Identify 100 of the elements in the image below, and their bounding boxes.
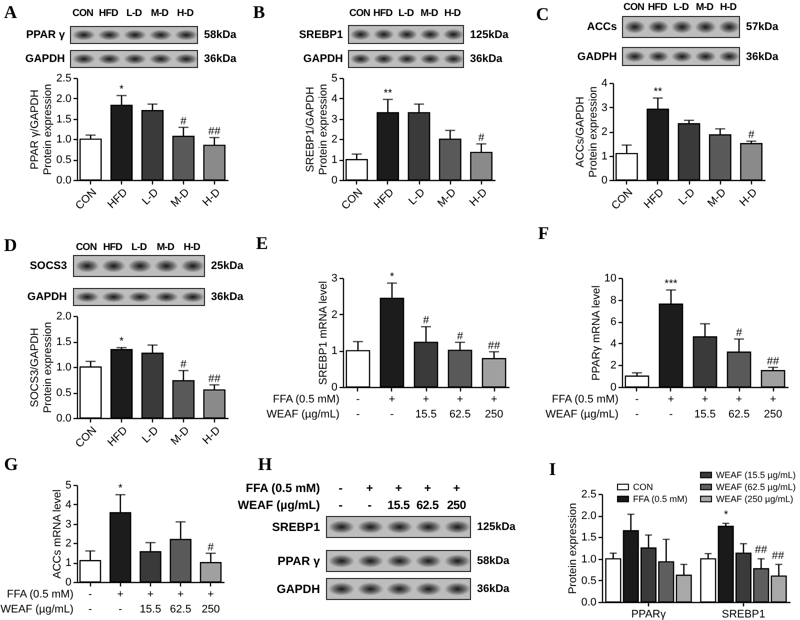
legend-label: FFA (0.5 mM) <box>633 494 688 504</box>
annotation: * <box>119 336 124 348</box>
x-tick-label: - - <box>88 588 92 616</box>
x-axis-title: FFA (0.5 mM) WEAF (µg/mL) <box>546 394 618 420</box>
x-tick-label: L-D <box>140 186 162 208</box>
y-tick-label: 4 <box>65 498 72 511</box>
category-label: HFD <box>373 8 392 20</box>
category-label: HFD <box>648 2 667 14</box>
x-tick-label: + 62.5 <box>728 394 750 420</box>
x-tick-label: + 250 <box>484 394 504 420</box>
category-label: CON <box>76 242 97 254</box>
y-axis-title: PPARγ mRNA level <box>590 285 602 381</box>
y-tick-label: 0.5 <box>56 154 72 166</box>
annotation: ## <box>488 340 502 352</box>
y-tick-label: 2.0 <box>56 310 72 322</box>
annotation: * <box>390 271 395 284</box>
annotation: # <box>456 330 464 342</box>
y-tick-label: 1.0 <box>56 362 72 374</box>
y-tick-label: 2.0 <box>581 510 596 522</box>
category-label: M-D <box>420 8 438 20</box>
y-axis-title: Protein expression <box>567 502 580 594</box>
y-tick-label: 3 <box>331 113 338 126</box>
x-tick-label: PPARγ <box>631 608 666 620</box>
annotation: ** <box>654 86 663 98</box>
x-tick-label: + 15.5 <box>140 588 162 616</box>
y-tick-label: 2 <box>331 134 338 146</box>
category-label: + - <box>366 480 373 514</box>
category-label: 36kDa <box>211 291 244 303</box>
x-tick-label: M-D <box>705 186 729 210</box>
y-tick-label: 2 <box>601 126 608 138</box>
y-tick-label: 2.5 <box>581 488 596 500</box>
category-label: H-D <box>720 2 736 14</box>
y-tick-label: 0 <box>331 174 338 186</box>
category-label: GADPH <box>577 50 617 62</box>
y-tick-label: 0.0 <box>56 412 72 424</box>
category-label: SOCS3 <box>30 260 67 272</box>
x-tick-label: SREBP1 <box>722 608 766 620</box>
category-label: CON <box>623 2 644 14</box>
y-axis-title: ACCs/GAPDH Protein expression <box>574 86 600 178</box>
x-tick-label: H-D <box>200 186 223 209</box>
chart-title: E <box>256 233 268 253</box>
text: C <box>536 4 549 24</box>
category-label: + 62.5 <box>416 480 439 514</box>
y-tick-label: 1 <box>331 154 338 166</box>
category-label: 57kDa <box>746 21 778 33</box>
legend-label: WEAF (15.5 µg/mL) <box>716 470 796 480</box>
category-label: GAPDH <box>303 53 343 65</box>
y-tick-label: 3 <box>331 272 338 284</box>
category-label: 36kDa <box>477 583 510 595</box>
category-label: H-D <box>184 242 200 254</box>
annotation: # <box>748 129 756 142</box>
y-tick-label: 5 <box>331 72 338 84</box>
text: D <box>4 235 17 255</box>
category-label: L-D <box>131 242 147 254</box>
y-tick-label: 1.5 <box>581 532 596 544</box>
y-tick-label: 3 <box>601 102 608 114</box>
category-label: M-D <box>150 8 168 20</box>
y-axis-title: SOCS3/GAPDH Protein expression <box>29 322 54 414</box>
x-axis-title: FFA (0.5 mM) WEAF (µg/mL) <box>266 394 340 420</box>
y-tick-label: 2.0 <box>56 92 72 105</box>
y-tick-label: 1.5 <box>56 336 72 348</box>
annotation: # <box>478 132 486 144</box>
x-axis-title: FFA (0.5 mM) WEAF (µg/mL) <box>0 588 74 616</box>
y-tick-label: 1.0 <box>581 553 596 566</box>
x-tick-label: + 62.5 <box>449 394 471 420</box>
y-axis-title: PPAR γ/GAPDH Protein expression <box>29 84 54 176</box>
y-tick-label: 1 <box>65 557 72 570</box>
legend-label: CON <box>633 482 653 492</box>
x-tick-label: L-D <box>140 424 162 446</box>
y-tick-label: 8 <box>610 294 616 306</box>
annotation: # <box>208 541 215 554</box>
x-tick-label: H-D <box>200 424 223 447</box>
chart-title: I <box>549 459 556 479</box>
category-label: HFD <box>103 242 122 254</box>
y-tick-label: 0.5 <box>56 387 72 399</box>
category-label: CON <box>349 8 370 20</box>
category-label: H-D <box>444 8 461 20</box>
y-tick-label: 0.5 <box>581 574 596 587</box>
annotation: ## <box>772 550 784 562</box>
x-tick-label: + - <box>388 394 396 420</box>
y-tick-label: 6 <box>610 316 616 328</box>
annotation: * <box>119 84 124 96</box>
category-label: M-D <box>696 2 714 14</box>
category-label: SREBP1 <box>298 28 343 40</box>
category-label: PPAR γ <box>278 554 320 568</box>
category-label: 58kDa <box>204 29 236 41</box>
category-label: 25kDa <box>211 260 244 272</box>
y-tick-label: 3 <box>65 518 72 530</box>
y-tick-label: 1.0 <box>56 134 72 146</box>
annotation: # <box>180 115 188 128</box>
x-tick-label: + - <box>117 588 124 616</box>
category-label: GAPDH <box>27 291 67 303</box>
category-label: L-D <box>126 8 142 20</box>
text: FFA (0.5 mM) WEAF (µg/mL) <box>238 480 320 514</box>
annotation: # <box>736 327 743 340</box>
y-tick-label: 2.5 <box>56 72 72 84</box>
y-tick-label: 0.0 <box>56 174 72 186</box>
category-label: 58kDa <box>477 555 510 567</box>
legend-label: WEAF (250 µg/mL) <box>716 494 794 504</box>
y-tick-label: 0 <box>601 174 608 186</box>
